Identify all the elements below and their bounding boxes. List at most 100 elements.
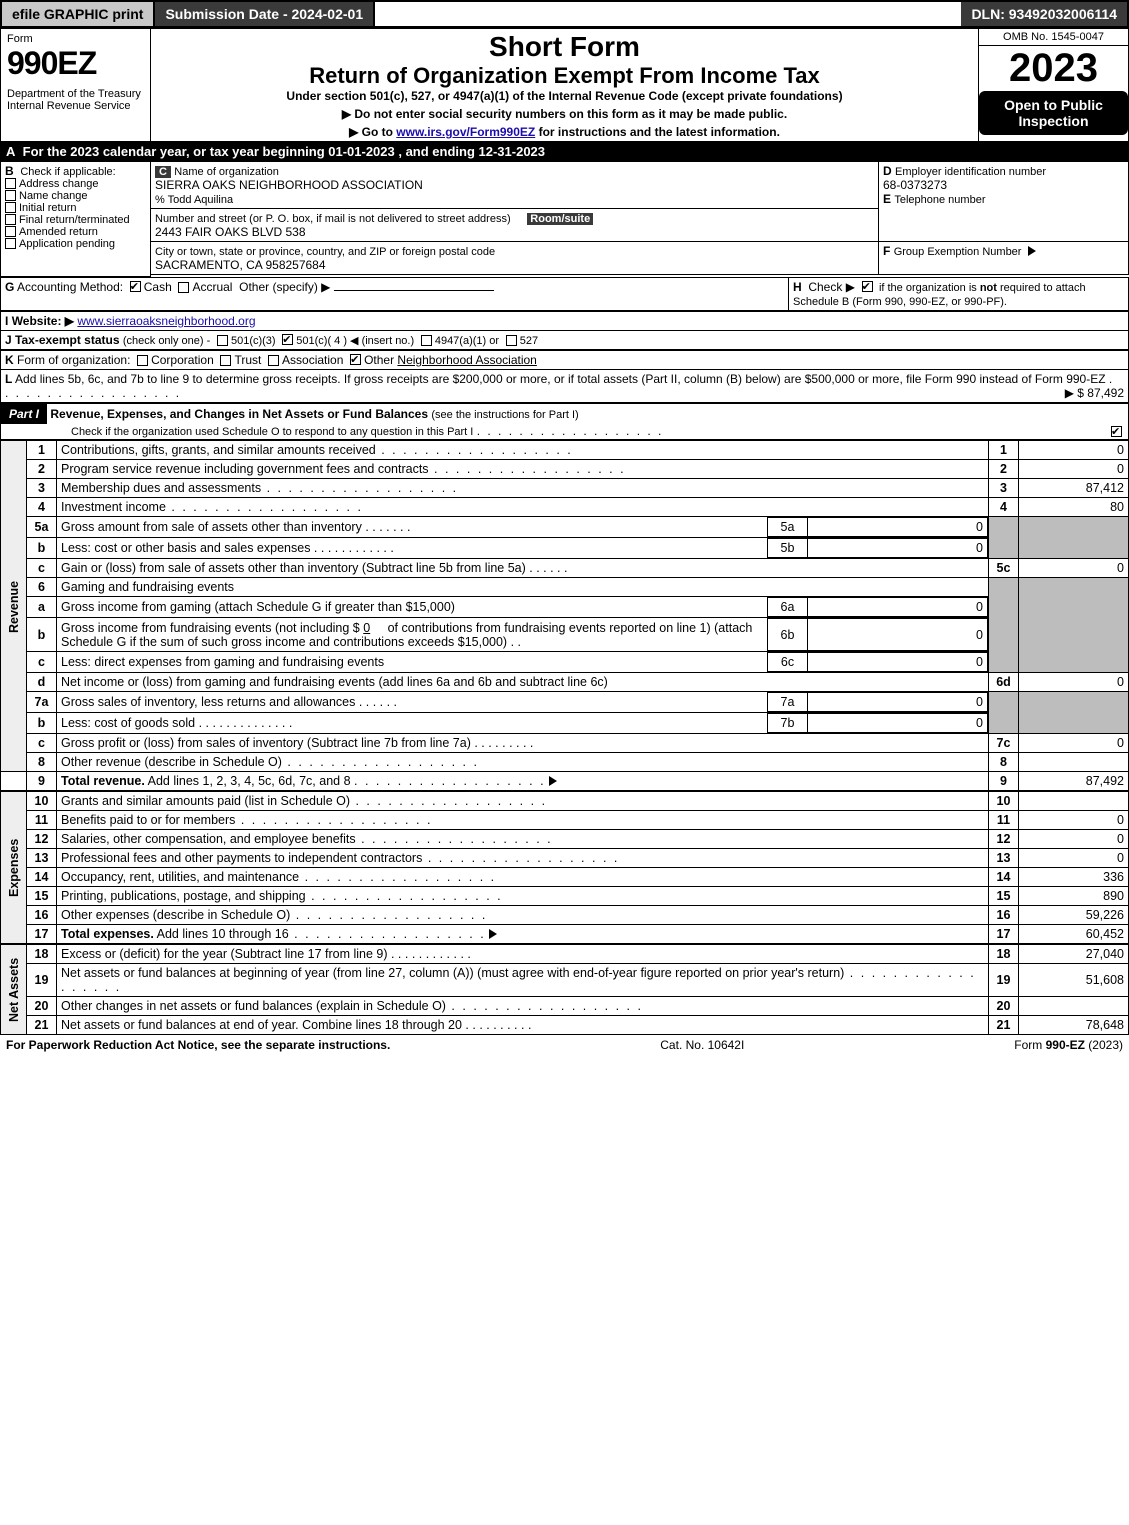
l15-text: Printing, publications, postage, and shi…	[57, 887, 989, 906]
footer-right: Form 990-EZ (2023)	[1014, 1038, 1123, 1052]
netassets-table: Net Assets 18 Excess or (deficit) for th…	[0, 944, 1129, 1035]
chk-trust[interactable]	[220, 355, 231, 366]
chk-501c3[interactable]	[217, 335, 228, 346]
chk-schedule-o[interactable]	[1111, 426, 1122, 437]
l17-val: 60,452	[1019, 925, 1129, 944]
spacer	[375, 2, 961, 26]
chk-accrual[interactable]	[178, 282, 189, 293]
chk-corp[interactable]	[137, 355, 148, 366]
line-A-text: For the 2023 calendar year, or tax year …	[23, 144, 545, 159]
efile-print-button[interactable]: efile GRAPHIC print	[2, 2, 155, 26]
footer-left: For Paperwork Reduction Act Notice, see …	[6, 1038, 390, 1052]
l10-rn: 10	[989, 792, 1019, 811]
l11-num: 11	[27, 811, 57, 830]
l7c-num: c	[27, 734, 57, 753]
opt-501c3: 501(c)(3)	[231, 335, 276, 347]
rev-side-end	[1, 772, 27, 791]
l15-rn: 15	[989, 887, 1019, 906]
C-badge: C	[155, 166, 171, 178]
chk-527[interactable]	[506, 335, 517, 346]
l6c-sublab: 6c	[768, 653, 808, 672]
l6c-row: Less: direct expenses from gaming and fu…	[57, 652, 989, 673]
section-B-F: B Check if applicable: Address change Na…	[0, 161, 1129, 277]
l5c-num: c	[27, 559, 57, 578]
website-link[interactable]: www.sierraoaksneighborhood.org	[77, 314, 255, 328]
l2-num: 2	[27, 460, 57, 479]
part1-title: Revenue, Expenses, and Changes in Net As…	[50, 407, 428, 421]
l11-text: Benefits paid to or for members	[57, 811, 989, 830]
footer-mid: Cat. No. 10642I	[660, 1038, 744, 1052]
opt-address-change: Address change	[19, 178, 99, 190]
open-to-public-badge: Open to Public Inspection	[979, 91, 1128, 135]
l3-text: Membership dues and assessments	[57, 479, 989, 498]
no-ssn-note: ▶ Do not enter social security numbers o…	[155, 107, 974, 121]
l10-val	[1019, 792, 1129, 811]
opt-initial-return: Initial return	[19, 202, 76, 214]
l2-text: Program service revenue including govern…	[57, 460, 989, 479]
shade-7	[989, 692, 1019, 734]
l6d-rn: 6d	[989, 673, 1019, 692]
E-label: Telephone number	[894, 194, 985, 206]
l18-num: 18	[27, 945, 57, 964]
chk-final-return[interactable]	[5, 214, 16, 225]
l7a-subval: 0	[808, 693, 988, 712]
l7c-val: 0	[1019, 734, 1129, 753]
org-name: SIERRA OAKS NEIGHBORHOOD ASSOCIATION	[155, 178, 423, 192]
l6b-subval: 0	[808, 619, 988, 651]
opt-trust: Trust	[234, 353, 261, 367]
section-J: J Tax-exempt status (check only one) - 5…	[1, 331, 1129, 350]
chk-application-pending[interactable]	[5, 238, 16, 249]
J-note: (check only one) -	[123, 335, 210, 347]
l7a-row: Gross sales of inventory, less returns a…	[57, 692, 989, 713]
l8-text: Other revenue (describe in Schedule O)	[57, 753, 989, 772]
form-word: Form	[7, 33, 144, 45]
chk-501c[interactable]	[282, 334, 293, 345]
revenue-side-label: Revenue	[1, 441, 27, 772]
L-amount: ▶ $ 87,492	[1065, 386, 1124, 400]
l5b-row: Less: cost or other basis and sales expe…	[57, 538, 989, 559]
section-H: H Check ▶ if the organization is not req…	[789, 278, 1129, 311]
chk-H[interactable]	[862, 281, 873, 292]
l12-rn: 12	[989, 830, 1019, 849]
goto-note: ▶ Go to www.irs.gov/Form990EZ for instru…	[155, 125, 974, 139]
l6a-num: a	[27, 597, 57, 618]
opt-501c: 501(c)( 4 ) ◀ (insert no.)	[296, 335, 414, 347]
chk-cash[interactable]	[130, 281, 141, 292]
irs-link[interactable]: www.irs.gov/Form990EZ	[396, 125, 535, 139]
l5b-num: b	[27, 538, 57, 559]
chk-address-change[interactable]	[5, 178, 16, 189]
goto-pre: ▶ Go to	[349, 125, 396, 139]
G-label: Accounting Method:	[17, 280, 123, 294]
l1-num: 1	[27, 441, 57, 460]
opt-assoc: Association	[282, 353, 343, 367]
l5b-sublab: 5b	[768, 539, 808, 558]
l17-num: 17	[27, 925, 57, 944]
l15-num: 15	[27, 887, 57, 906]
dln-badge: DLN: 93492032006114	[961, 2, 1127, 26]
l6d-text: Net income or (loss) from gaming and fun…	[57, 673, 989, 692]
opt-other-method: Other (specify) ▶	[239, 280, 330, 294]
I-label: Website: ▶	[12, 314, 74, 328]
chk-amended-return[interactable]	[5, 226, 16, 237]
l2-rn: 2	[989, 460, 1019, 479]
revenue-table: Revenue 1 Contributions, gifts, grants, …	[0, 440, 1129, 791]
section-I-J: I Website: ▶ www.sierraoaksneighborhood.…	[0, 311, 1129, 350]
l14-num: 14	[27, 868, 57, 887]
l14-text: Occupancy, rent, utilities, and maintena…	[57, 868, 989, 887]
chk-4947[interactable]	[421, 335, 432, 346]
chk-assoc[interactable]	[268, 355, 279, 366]
l6b-amt: 0	[363, 621, 370, 635]
chk-name-change[interactable]	[5, 190, 16, 201]
section-L: L Add lines 5b, 6c, and 7b to line 9 to …	[1, 370, 1129, 403]
arrow-icon	[489, 929, 497, 939]
l7a-sublab: 7a	[768, 693, 808, 712]
l5a-num: 5a	[27, 517, 57, 538]
l5a-row: Gross amount from sale of assets other t…	[57, 517, 989, 538]
other-method-input[interactable]	[334, 290, 494, 291]
chk-initial-return[interactable]	[5, 202, 16, 213]
l3-val: 87,412	[1019, 479, 1129, 498]
l4-val: 80	[1019, 498, 1129, 517]
l12-val: 0	[1019, 830, 1129, 849]
l5a-sublab: 5a	[768, 518, 808, 537]
chk-other-org[interactable]	[350, 354, 361, 365]
